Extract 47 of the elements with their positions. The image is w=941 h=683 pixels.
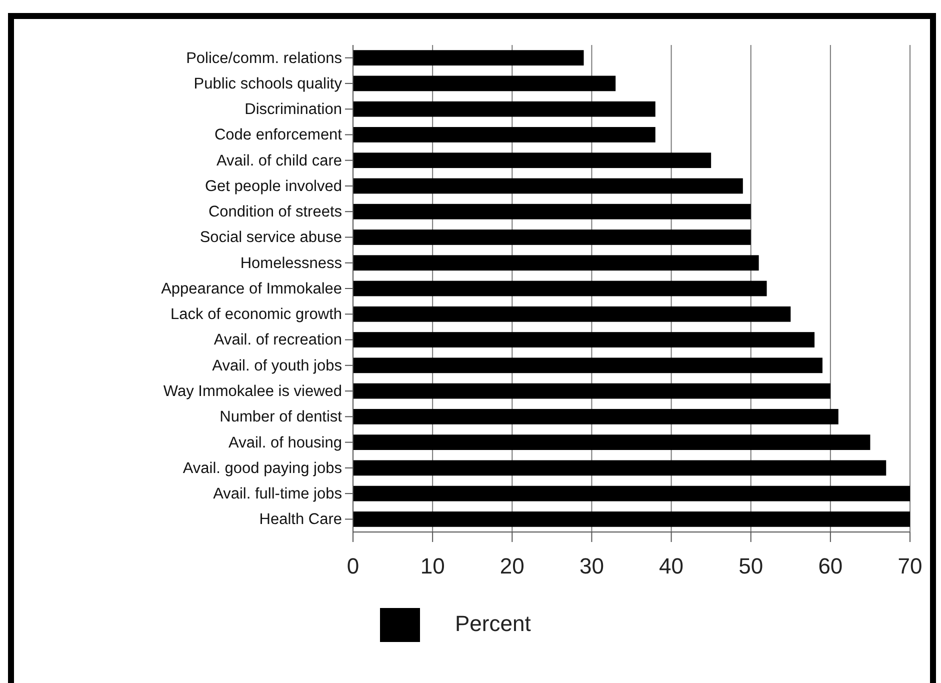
y-tick-label: Code enforcement	[214, 126, 343, 144]
y-tick-label: Public schools quality	[194, 75, 342, 92]
bar	[353, 511, 910, 527]
y-tick-label: Avail. of youth jobs	[212, 357, 342, 374]
y-tick-label: Lack of economic growth	[170, 306, 342, 324]
y-tick-label: Get people involved	[204, 178, 342, 195]
y-tick-label: Police/comm. relations	[186, 50, 342, 67]
y-tick-label: Number of dentist	[220, 408, 343, 426]
x-tick-label: 0	[346, 554, 360, 579]
bar	[353, 486, 910, 502]
bar	[353, 204, 751, 220]
bar	[353, 408, 838, 424]
bar	[353, 178, 743, 194]
y-tick-label: Avail. good paying jobs	[182, 460, 342, 477]
bar	[353, 306, 791, 322]
y-tick-label: Homelessness	[240, 254, 342, 272]
y-tick-label: Appearance of Immokalee	[161, 280, 342, 298]
bar	[353, 76, 616, 92]
x-tick-label: 60	[818, 554, 843, 579]
x-tick-label: 10	[420, 554, 445, 579]
y-tick-label: Avail. of child care	[216, 152, 342, 170]
x-tick-label: 30	[579, 554, 604, 579]
x-tick-label: 70	[898, 554, 922, 579]
bar	[353, 460, 886, 476]
y-tick-label: Avail. full-time jobs	[213, 486, 342, 503]
legend-label: Percent	[455, 610, 531, 636]
x-tick-label: 40	[659, 554, 684, 579]
bar	[353, 434, 870, 450]
y-tick-label: Condition of streets	[208, 204, 342, 221]
bar	[353, 280, 767, 296]
bar	[353, 152, 712, 168]
bar	[353, 230, 751, 245]
y-tick-label: Health Care	[259, 511, 342, 528]
y-tick-label: Discrimination	[244, 101, 342, 118]
bar	[353, 358, 822, 374]
bar	[353, 332, 815, 348]
bar	[353, 383, 830, 399]
bar	[353, 50, 584, 66]
y-tick-label: Avail. of housing	[228, 434, 342, 452]
x-tick-label: 20	[500, 554, 524, 579]
bar	[353, 255, 759, 271]
y-tick-label: Social service abuse	[200, 229, 342, 246]
x-tick-label: 50	[738, 554, 764, 579]
y-tick-label: Avail. of recreation	[214, 332, 342, 349]
bar	[353, 127, 656, 142]
y-tick-label: Way Immokalee is viewed	[163, 382, 342, 400]
bar	[353, 101, 656, 117]
